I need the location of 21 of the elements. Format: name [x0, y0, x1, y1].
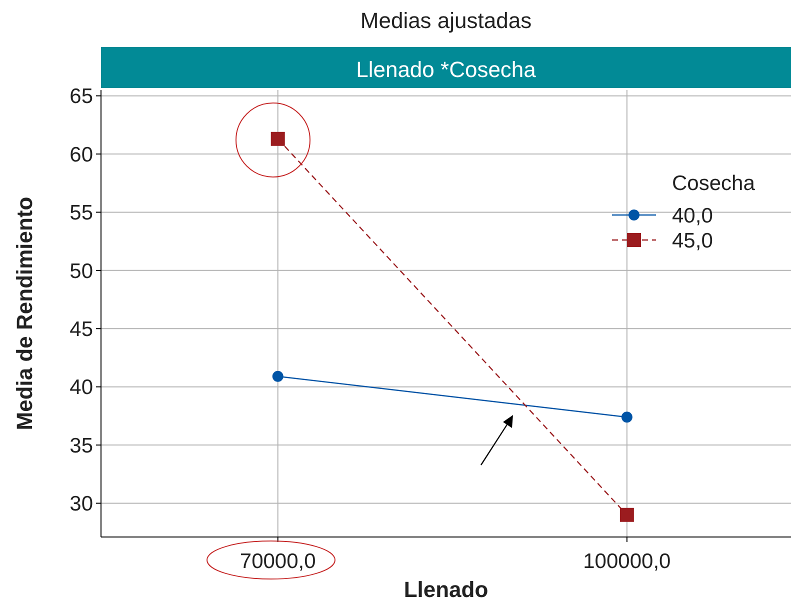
x-axis-title: Llenado: [404, 577, 488, 602]
y-tick-label: 35: [70, 434, 93, 458]
y-axis-title: Media de Rendimiento: [12, 196, 37, 430]
legend-label: 45,0: [672, 229, 713, 252]
chart-subtitle: Llenado *Cosecha: [356, 57, 537, 82]
y-tick-label: 50: [70, 260, 93, 283]
chart-title: Medias ajustadas: [360, 8, 532, 33]
y-tick-label: 30: [70, 492, 93, 516]
point: [270, 132, 285, 146]
y-tick-label: 65: [70, 85, 93, 108]
point: [272, 370, 284, 382]
x-tick-label: 100000,0: [583, 550, 671, 573]
point: [620, 508, 634, 522]
point: [621, 412, 632, 423]
y-tick-label: 40: [70, 376, 93, 400]
y-tick-label: 60: [70, 143, 93, 166]
y-tick-label: 55: [70, 202, 93, 225]
legend-label: 40,0: [672, 204, 713, 228]
y-tick-label: 45: [70, 318, 93, 341]
x-tick-label: 70000,0: [240, 550, 316, 573]
legend-title: Cosecha: [672, 172, 756, 195]
